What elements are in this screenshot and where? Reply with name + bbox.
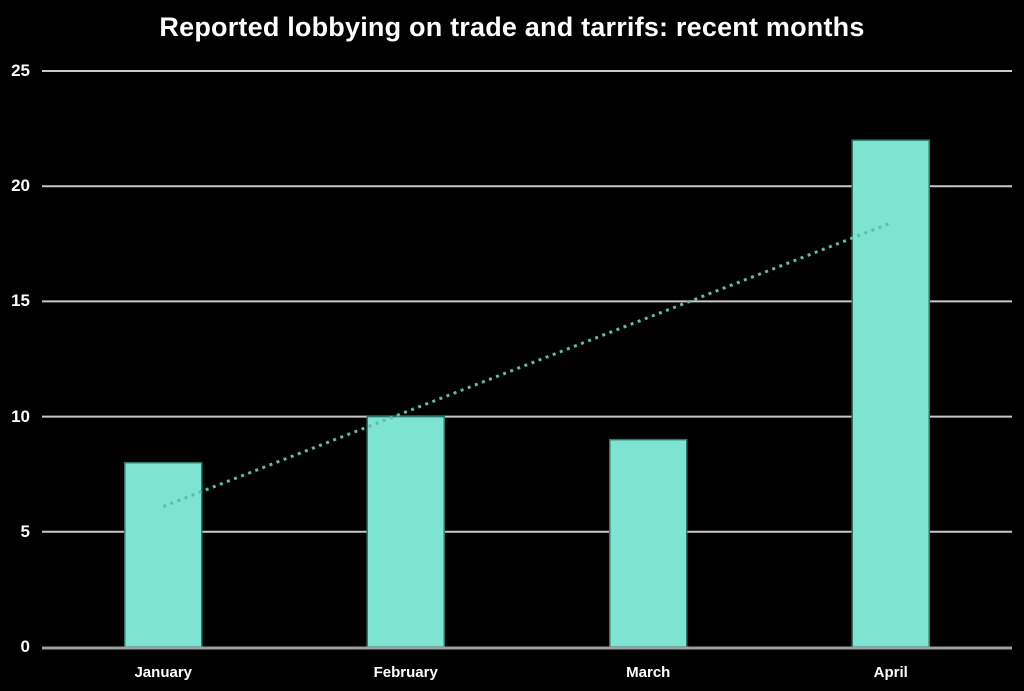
chart-svg bbox=[42, 70, 1012, 650]
y-tick-label-20: 20 bbox=[11, 176, 30, 196]
bar-march bbox=[609, 438, 688, 648]
bar-january bbox=[124, 461, 203, 648]
x-tick-label-march: March bbox=[626, 664, 671, 681]
bar-february bbox=[366, 415, 445, 648]
x-tick-label-april: April bbox=[873, 664, 908, 681]
y-tick-label-0: 0 bbox=[20, 637, 30, 656]
bar-april bbox=[851, 139, 930, 648]
plot-area bbox=[42, 70, 1012, 650]
y-tick-label-15: 15 bbox=[11, 291, 30, 311]
x-tick-label-february: February bbox=[373, 664, 438, 681]
y-tick-label-5: 5 bbox=[20, 521, 30, 541]
chart-title: Reported lobbying on trade and tarrifs: … bbox=[159, 12, 865, 42]
trendline bbox=[162, 221, 892, 508]
y-tick-label-10: 10 bbox=[11, 406, 30, 426]
y-tick-label-25: 25 bbox=[11, 61, 30, 80]
x-tick-label-january: January bbox=[134, 664, 193, 681]
